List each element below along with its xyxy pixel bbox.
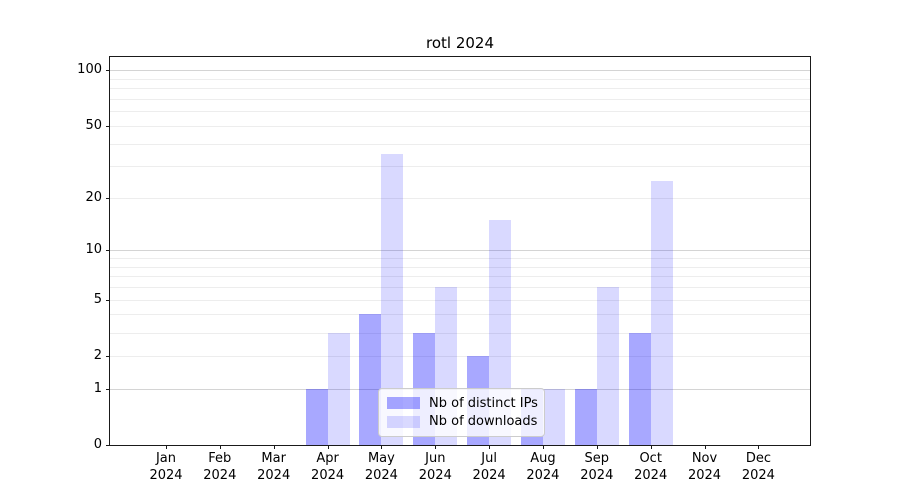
chart-title: rotl 2024: [425, 34, 494, 52]
gridline-minor: [110, 266, 810, 268]
x-tick-label: Sep 2024: [580, 451, 614, 483]
gridline-minor: [110, 355, 810, 357]
gridline-minor: [110, 299, 810, 301]
legend-label-distinct-ips: Nb of distinct IPs: [429, 395, 538, 411]
y-tick-label: 100: [77, 62, 102, 78]
gridline-minor: [110, 287, 810, 288]
x-axis-tick: [166, 445, 167, 449]
bar-downloads-aug: [542, 388, 565, 445]
gridline-minor: [110, 143, 810, 145]
gridline-minor: [110, 125, 810, 127]
y-tick-label: 10: [85, 242, 102, 258]
gridline-major: [110, 250, 810, 252]
x-tick-label: Jul 2024: [472, 451, 506, 483]
bar-distinct-ips-oct: [628, 332, 651, 445]
gridline-minor: [110, 276, 810, 278]
x-axis-tick: [435, 445, 437, 449]
x-tick-label: May 2024: [364, 451, 398, 483]
y-axis-tick: [106, 299, 110, 301]
legend-label-downloads: Nb of downloads: [429, 414, 538, 430]
bar-downloads-sep: [596, 287, 619, 445]
legend-item-downloads: Nb of downloads: [387, 413, 538, 432]
gridline-minor: [110, 332, 810, 334]
legend-swatch-downloads: [387, 415, 420, 428]
gridline-minor: [110, 166, 810, 168]
gridline-major: [110, 70, 810, 72]
x-tick-label: Jan 2024: [149, 451, 183, 483]
y-tick-label: 50: [85, 117, 102, 133]
x-axis-tick: [596, 445, 598, 449]
legend: Nb of distinct IPs Nb of downloads: [378, 388, 545, 437]
gridline-minor: [110, 98, 810, 100]
gridline-minor: [110, 258, 810, 260]
bar-distinct-ips-may: [359, 314, 382, 445]
x-axis-tick: [381, 445, 383, 449]
plot-area: 0 1 2 5 10 20 50 100 Jan 2024 Feb 2024 Mar 2024 Apr…: [77, 56, 811, 483]
y-axis-tick: [106, 125, 110, 127]
y-axis-tick: [106, 355, 110, 357]
legend-item-distinct-ips: Nb of distinct IPs: [387, 394, 538, 413]
y-tick-label: 2: [93, 347, 102, 363]
legend-swatch-distinct-ips: [387, 397, 420, 410]
gridline-minor: [110, 314, 810, 316]
bar-downloads-oct: [650, 180, 673, 445]
y-axis-tick: [106, 388, 110, 390]
x-tick-label: Dec 2024: [741, 451, 775, 483]
x-tick-label: Oct 2024: [634, 451, 668, 483]
x-tick-label: Apr 2024: [311, 451, 345, 483]
x-axis-tick: [219, 445, 221, 449]
x-tick-label: Feb 2024: [203, 451, 237, 483]
gridline-minor: [110, 88, 810, 90]
x-axis-tick: [273, 445, 275, 449]
x-axis-tick: [758, 445, 760, 449]
x-axis-tick: [542, 445, 544, 449]
gridline-minor: [110, 197, 810, 199]
x-axis-tick: [489, 445, 491, 449]
y-tick-label: 20: [85, 189, 102, 205]
y-axis-tick: [106, 250, 110, 252]
y-tick-label: 0: [93, 437, 102, 452]
bar-distinct-ips-sep: [574, 388, 597, 445]
x-axis-tick: [704, 445, 706, 449]
gridline-minor: [110, 78, 810, 80]
y-axis-tick: [106, 445, 110, 446]
y-tick-label: 1: [93, 380, 102, 396]
x-tick-label: Jun 2024: [418, 451, 452, 483]
x-tick-label: Aug 2024: [526, 451, 560, 483]
x-tick-label: Mar 2024: [257, 451, 291, 483]
gridline-minor: [110, 111, 810, 113]
x-axis-tick: [650, 445, 652, 449]
y-axis-tick: [106, 70, 110, 72]
bar-downloads-may: [381, 154, 404, 445]
y-axis-tick: [106, 197, 110, 199]
x-axis-tick: [327, 445, 329, 449]
bar-distinct-ips-apr: [305, 388, 328, 445]
x-tick-label: Nov 2024: [687, 451, 722, 483]
y-tick-label: 5: [93, 291, 102, 307]
bar-downloads-apr: [327, 332, 350, 445]
